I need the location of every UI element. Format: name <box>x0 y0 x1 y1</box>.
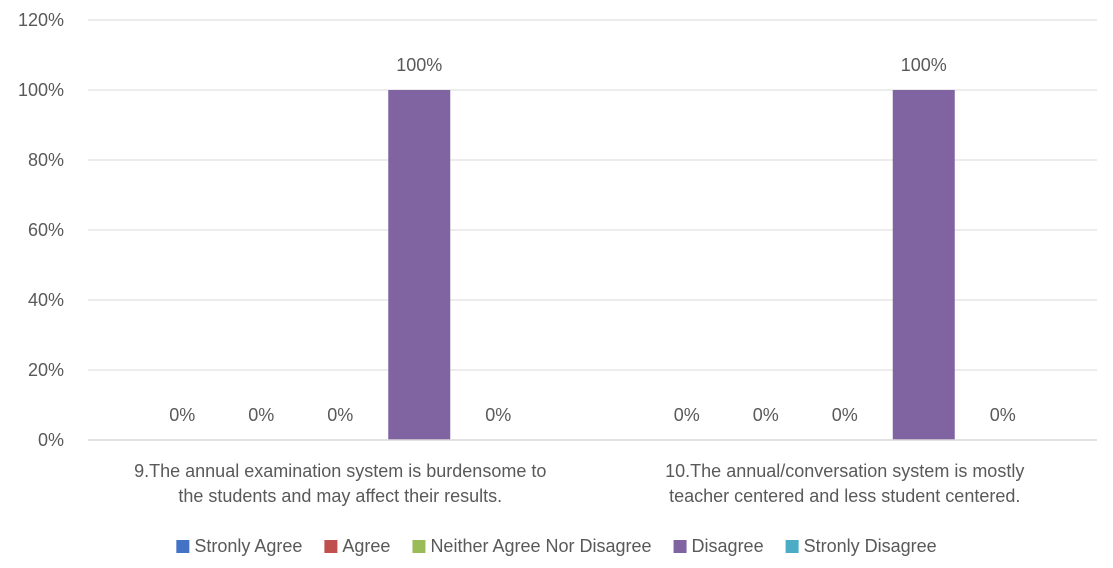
data-label: 0% <box>248 405 274 425</box>
x-axis: 9.The annual examination system is burde… <box>134 461 1024 506</box>
legend-label: Stronly Disagree <box>804 536 937 556</box>
y-tick-label: 100% <box>18 80 64 100</box>
data-label: 100% <box>901 55 947 75</box>
data-label: 0% <box>169 405 195 425</box>
y-tick-label: 120% <box>18 10 64 30</box>
legend-swatch <box>412 540 426 553</box>
legend-swatch <box>785 540 799 553</box>
legend-label: Stronly Agree <box>194 536 302 556</box>
category-label: 9.The annual examination system is burde… <box>134 461 546 481</box>
y-tick-label: 80% <box>28 150 64 170</box>
legend-swatch <box>324 540 338 553</box>
legend-item: Stronly Agree <box>176 536 302 556</box>
legend-label: Neither Agree Nor Disagree <box>430 536 651 556</box>
data-label: 0% <box>753 405 779 425</box>
y-tick-label: 60% <box>28 220 64 240</box>
data-label: 0% <box>485 405 511 425</box>
gridlines <box>88 19 1097 441</box>
data-label: 0% <box>674 405 700 425</box>
category-label: the students and may affect their result… <box>178 486 502 506</box>
legend: Stronly Agree Agree Neither Agree Nor Disa… <box>176 536 937 556</box>
legend-swatch <box>176 540 190 553</box>
legend-label: Agree <box>342 536 390 556</box>
y-tick-label: 0% <box>38 430 64 450</box>
bar-disagree <box>388 90 451 440</box>
legend-label: Disagree <box>692 536 764 556</box>
bars <box>388 90 955 440</box>
bar-disagree <box>892 90 955 440</box>
legend-item: Stronly Disagree <box>785 536 937 556</box>
y-axis: 0% 20% 40% 60% 80% 100% 120% <box>18 10 64 450</box>
legend-item: Neither Agree Nor Disagree <box>412 536 652 556</box>
category-label: teacher centered and less student center… <box>669 486 1020 506</box>
data-label: 0% <box>990 405 1016 425</box>
y-tick-label: 40% <box>28 290 64 310</box>
data-label: 100% <box>396 55 442 75</box>
y-tick-label: 20% <box>28 360 64 380</box>
data-label: 0% <box>832 405 858 425</box>
legend-swatch <box>673 540 687 553</box>
data-label: 0% <box>327 405 353 425</box>
category-label: 10.The annual/conversation system is mos… <box>665 461 1024 481</box>
data-labels: 0% 0% 0% 100% 0% 0% 0% 0% 100% 0% <box>169 55 1016 425</box>
legend-item: Agree <box>324 536 390 556</box>
legend-item: Disagree <box>673 536 764 556</box>
